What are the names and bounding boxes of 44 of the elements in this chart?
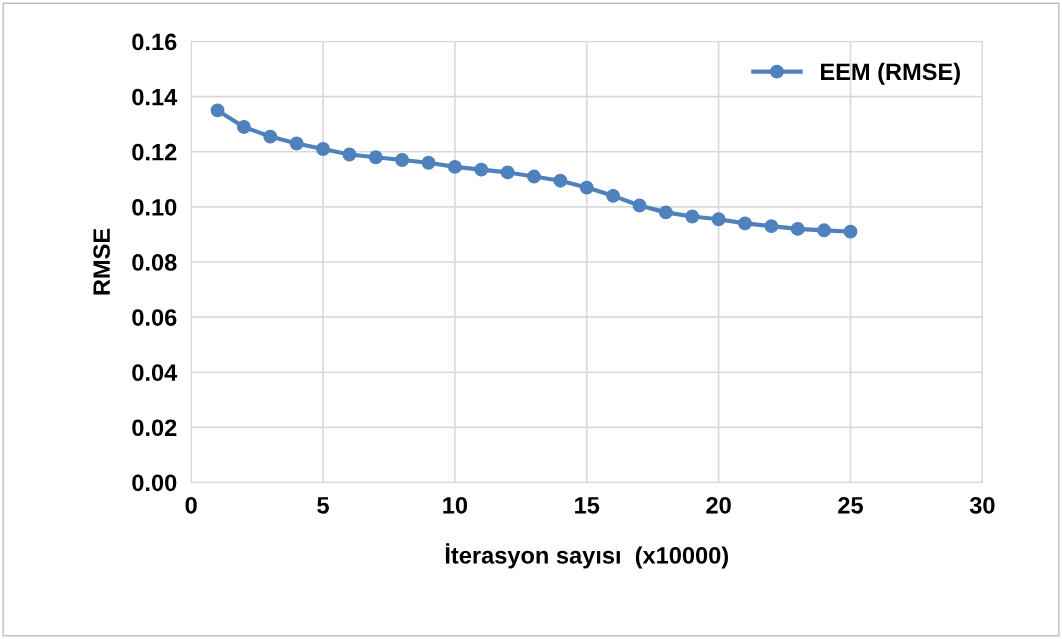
point: [658, 205, 673, 220]
y-tick-label: 0.10: [132, 198, 177, 216]
point: [553, 173, 568, 188]
x-tick-label: 10: [443, 496, 468, 514]
point: [632, 198, 647, 213]
point: [421, 155, 436, 170]
y-tick-label: 0.12: [132, 143, 177, 161]
x-tick-label: 5: [317, 497, 329, 514]
point: [263, 129, 278, 144]
y-tick-label: 0.06: [132, 309, 177, 326]
point: [210, 103, 225, 118]
point: [368, 150, 383, 165]
point: [342, 147, 357, 162]
legend-label: EEM (RMSE): [821, 62, 960, 85]
y-tick-label: 0.14: [132, 88, 178, 106]
y-axis-title: RMSE: [93, 228, 110, 295]
point: [316, 142, 330, 156]
point: [685, 209, 700, 224]
y-tick-label: 0.04: [132, 364, 178, 382]
x-tick-label: 20: [706, 496, 731, 514]
point: [579, 180, 594, 195]
x-tick-label: 0: [185, 496, 197, 514]
x-tick-label: 30: [969, 496, 995, 514]
point: [289, 136, 304, 151]
point: [500, 165, 515, 180]
point: [738, 216, 752, 231]
y-tick-label: 0.02: [132, 419, 177, 437]
point: [606, 188, 621, 203]
x-tick-label: 15: [575, 497, 600, 514]
y-tick-label: 0.16: [132, 33, 177, 51]
y-tick-label: 0.08: [132, 254, 177, 271]
point: [764, 219, 779, 234]
point: [447, 159, 462, 174]
point: [790, 221, 805, 236]
y-tick-label: 0.00: [132, 474, 177, 492]
point: [474, 162, 489, 177]
point: [236, 120, 251, 134]
point: [527, 169, 541, 184]
point: [817, 223, 832, 238]
point: [843, 224, 858, 239]
point: [711, 212, 726, 227]
point: [395, 153, 410, 167]
x-axis-title: İterasyon sayısı (x10000): [445, 543, 728, 569]
x-tick-label: 25: [838, 496, 863, 514]
